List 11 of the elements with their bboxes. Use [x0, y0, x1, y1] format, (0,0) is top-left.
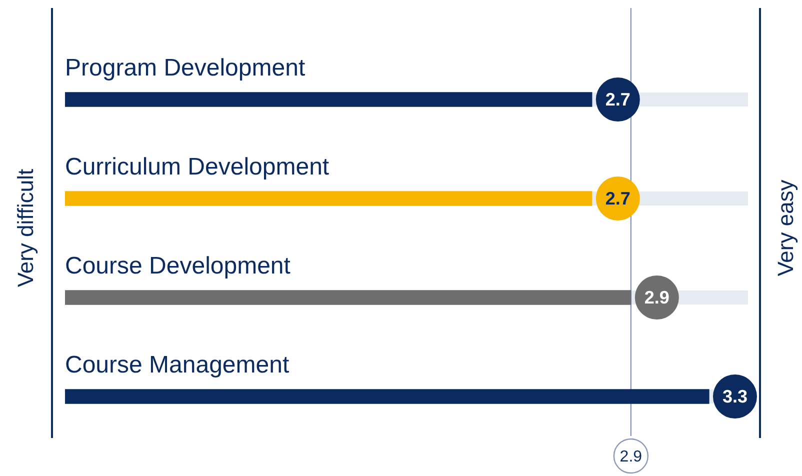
- y-tick-label: Program Development: [65, 54, 306, 82]
- y-tick-label: Course Management: [65, 352, 290, 378]
- text: Very easy: [773, 180, 798, 276]
- y-tick-label: Course Development: [65, 252, 291, 280]
- y-tick-label: Curriculum Development: [65, 154, 330, 180]
- data-label: 3.3: [722, 386, 748, 406]
- data-label: 2.7: [605, 89, 630, 110]
- data-label: 2.7: [605, 188, 630, 208]
- ref-line-label: 2.9: [620, 448, 642, 466]
- data-label: 2.9: [644, 287, 670, 308]
- text: Very difficult: [13, 168, 38, 288]
